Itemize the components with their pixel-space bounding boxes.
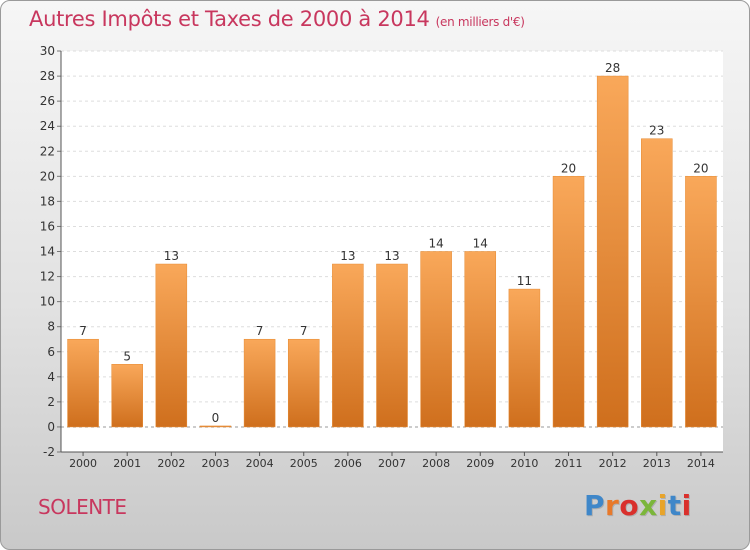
- data-label: 14: [473, 237, 488, 251]
- bar: [641, 138, 673, 428]
- logo-letter: r: [605, 489, 620, 522]
- x-tick-label: 2003: [201, 457, 229, 470]
- data-label: 20: [693, 161, 708, 175]
- logo-letter: i: [681, 489, 692, 522]
- logo-letter: x: [639, 489, 658, 522]
- data-label: 11: [517, 274, 532, 288]
- x-tick-label: 2006: [334, 457, 362, 470]
- y-tick-label: 8: [47, 320, 55, 334]
- y-tick-label: 30: [40, 44, 55, 58]
- y-tick-label: 24: [40, 119, 55, 133]
- chart-title: Autres Impôts et Taxes de 2000 à 2014 (en…: [29, 7, 525, 31]
- bar: [287, 338, 320, 428]
- x-tick-label: 2013: [643, 457, 671, 470]
- data-label: 7: [256, 324, 264, 338]
- data-label: 23: [649, 124, 664, 138]
- chart-unit: (en milliers d'€): [435, 15, 525, 29]
- x-tick-label: 2001: [113, 457, 141, 470]
- y-tick-label: 14: [40, 245, 55, 259]
- data-label: 7: [79, 324, 87, 338]
- data-label: 5: [123, 349, 131, 363]
- bar: [111, 364, 143, 428]
- bar: [508, 288, 541, 428]
- x-tick-label: 2004: [246, 457, 274, 470]
- data-label: 13: [384, 249, 399, 263]
- logo-letter: i: [657, 489, 668, 522]
- y-tick-label: 18: [40, 194, 55, 208]
- bar: [376, 263, 408, 428]
- data-label: 13: [164, 249, 179, 263]
- bar: [420, 251, 452, 428]
- bar: [332, 263, 364, 428]
- bar: [685, 176, 717, 428]
- y-tick-label: 22: [40, 144, 55, 158]
- bar: [243, 338, 276, 428]
- x-tick-label: 2002: [157, 457, 185, 470]
- data-label: 7: [300, 324, 308, 338]
- x-tick-label: 2005: [290, 457, 318, 470]
- proxiti-logo[interactable]: Proxiti: [584, 489, 692, 522]
- x-tick-label: 2007: [378, 457, 406, 470]
- y-tick-label: 6: [47, 345, 55, 359]
- y-tick-label: 2: [47, 395, 55, 409]
- commune-name: SOLENTE: [38, 495, 127, 519]
- data-label: 14: [428, 237, 443, 251]
- bar: [67, 338, 99, 428]
- logo-letter: o: [619, 489, 640, 522]
- y-tick-label: 28: [40, 69, 55, 83]
- chart-title-text: Autres Impôts et Taxes de 2000 à 2014: [29, 7, 430, 31]
- bar: [199, 425, 232, 428]
- x-tick-label: 2012: [599, 457, 627, 470]
- y-tick-label: 16: [40, 219, 55, 233]
- y-tick-label: -2: [43, 445, 55, 459]
- y-tick-label: 12: [40, 270, 55, 284]
- y-tick-label: 4: [47, 370, 55, 384]
- y-tick-label: 10: [40, 295, 55, 309]
- x-tick-label: 2010: [510, 457, 538, 470]
- bar: [155, 263, 188, 428]
- x-tick-label: 2008: [422, 457, 450, 470]
- data-label: 28: [605, 61, 620, 75]
- data-label: 0: [212, 411, 220, 425]
- y-tick-label: 26: [40, 94, 55, 108]
- y-tick-label: 0: [47, 420, 55, 434]
- bar: [464, 251, 497, 428]
- data-label: 20: [561, 161, 576, 175]
- x-tick-label: 2011: [555, 457, 583, 470]
- x-tick-label: 2000: [69, 457, 97, 470]
- x-tick-label: 2014: [687, 457, 715, 470]
- x-tick-label: 2009: [466, 457, 494, 470]
- y-tick-label: 20: [40, 169, 55, 183]
- logo-letter: P: [584, 489, 606, 522]
- logo-letter: t: [667, 489, 682, 522]
- data-label: 13: [340, 249, 355, 263]
- bar: [596, 75, 629, 428]
- bar: [552, 176, 585, 428]
